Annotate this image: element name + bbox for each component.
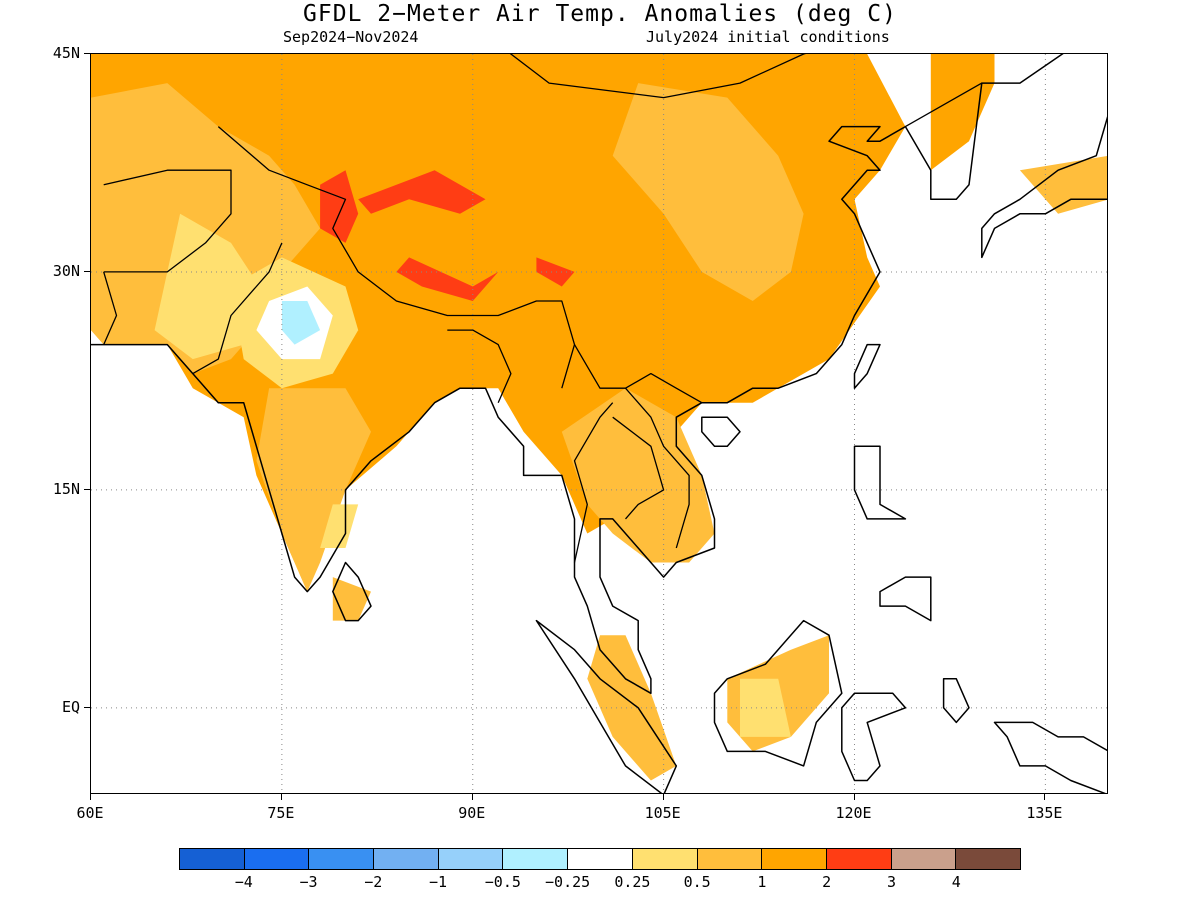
border-india-pakistan-china: [217, 126, 576, 389]
map-plot-area: [90, 53, 1108, 794]
lat-tick-mark: [84, 706, 90, 708]
border-afghanistan: [103, 169, 232, 273]
anomaly-region-4: [612, 83, 804, 301]
legend-swatch-3: [374, 849, 439, 869]
lon-tick-mark: [1044, 794, 1046, 800]
legend-swatch-0: [180, 849, 245, 869]
legend-swatch-4: [438, 849, 504, 869]
lon-tick-label: 120E: [835, 804, 872, 822]
lon-tick-label: 90E: [458, 804, 486, 822]
legend-label: −4: [234, 873, 253, 891]
legend-label: 2: [822, 873, 832, 891]
coastline-sulawesi: [841, 692, 907, 782]
border-laos-vietnam: [625, 387, 690, 549]
map-canvas: [91, 54, 1107, 793]
lon-tick-mark: [90, 794, 91, 800]
legend-swatch-9: [762, 849, 827, 869]
anomaly-region-13: [740, 678, 791, 737]
lat-tick-mark: [84, 53, 90, 54]
coastline-sri-lanka: [332, 561, 372, 622]
legend-swatch-1: [244, 849, 310, 869]
initial-conditions-label: July2024 initial conditions: [646, 28, 890, 46]
coastline-borneo: [713, 619, 843, 767]
lat-tick-label: 15N: [52, 479, 80, 498]
anomaly-region-14: [320, 170, 359, 243]
border-myanmar-thailand: [573, 402, 614, 563]
lon-tick-label: 60E: [76, 804, 104, 822]
legend-swatch-12: [956, 849, 1020, 869]
color-legend: [179, 848, 1021, 870]
lon-tick-mark: [280, 794, 282, 800]
legend-swatch-8: [697, 849, 763, 869]
legend-label: −1: [429, 873, 448, 891]
border-china-se-asia: [573, 344, 703, 404]
lat-tick-label: EQ: [61, 697, 80, 716]
coastline-asia-mainland: [91, 54, 1064, 695]
coastline-halmahera: [942, 678, 970, 724]
anomaly-region-3: [256, 388, 371, 592]
coastline-mindanao: [879, 576, 932, 622]
legend-swatch-7: [632, 849, 698, 869]
legend-label: 1: [757, 873, 767, 891]
lat-tick-mark: [84, 270, 90, 272]
border-korea-border: [905, 82, 983, 128]
legend-label: 4: [951, 873, 961, 891]
legend-swatch-11: [891, 849, 957, 869]
anomaly-region-16: [396, 257, 499, 301]
border-bangladesh: [447, 329, 512, 403]
lon-tick-label: 105E: [644, 804, 681, 822]
lon-tick-mark: [471, 794, 473, 800]
legend-label: 0.5: [683, 873, 711, 891]
legend-label: 3: [886, 873, 896, 891]
legend-swatch-5: [503, 849, 569, 869]
anomaly-region-12: [320, 504, 359, 548]
coastline-japan: [981, 116, 1107, 259]
anomaly-region-1: [930, 54, 995, 171]
anomaly-region-15: [358, 170, 486, 214]
lon-tick-label: 75E: [267, 804, 295, 822]
legend-label: −2: [364, 873, 383, 891]
legend-label: −3: [299, 873, 318, 891]
legend-label: −0.5: [484, 873, 521, 891]
chart-title: GFDL 2−Meter Air Temp. Anomalies (deg C): [303, 1, 897, 27]
lat-tick-mark: [84, 488, 90, 490]
border-iran-pakistan: [103, 271, 118, 345]
border-pakistan-india: [192, 242, 283, 375]
anomaly-region-19: [281, 301, 321, 345]
border-thailand-laos-cambodia: [612, 416, 665, 520]
border-china-mongolia: [509, 54, 806, 99]
coastline-hainan: [701, 416, 741, 448]
coastline-new-guinea: [993, 721, 1107, 793]
legend-label: 0.25: [614, 873, 651, 891]
legend-swatch-10: [826, 849, 892, 869]
coastline-luzon: [853, 445, 907, 520]
legend-swatch-2: [309, 849, 375, 869]
anomaly-region-8: [332, 577, 371, 621]
lon-tick-mark: [853, 794, 855, 800]
anomaly-region-9: [1019, 156, 1107, 214]
legend-swatch-6: [568, 849, 633, 869]
lon-tick-label: 135E: [1026, 804, 1063, 822]
lat-tick-label: 30N: [52, 261, 80, 280]
season-label: Sep2024−Nov2024: [283, 28, 419, 46]
lon-tick-mark: [662, 794, 664, 800]
lat-tick-label: 45N: [52, 44, 80, 62]
coastline-sumatra: [535, 619, 678, 793]
legend-label: −0.25: [545, 873, 591, 891]
coastline-taiwan: [853, 343, 881, 389]
anomaly-region-17: [536, 257, 575, 287]
